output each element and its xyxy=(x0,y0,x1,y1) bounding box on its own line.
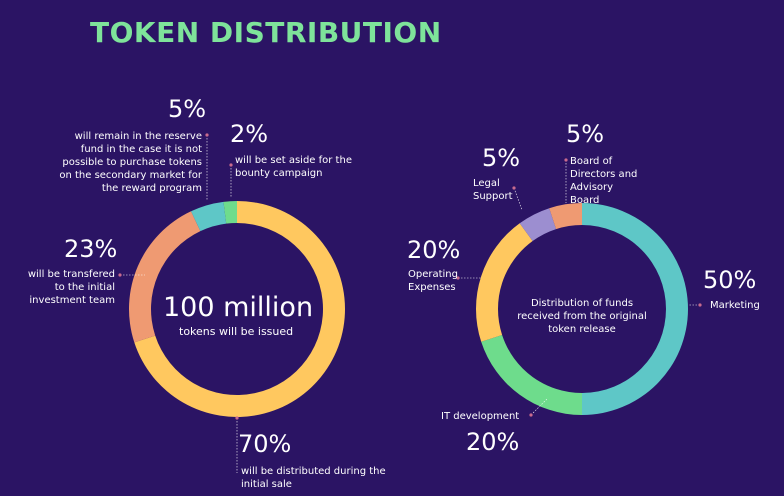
label-2-text: will be set aside for the bounty campaig… xyxy=(235,155,352,179)
connector-dot-4 xyxy=(698,303,702,307)
connector-line-5 xyxy=(530,397,549,416)
donut-slice-1 xyxy=(481,334,582,415)
donut-slice-4 xyxy=(549,203,582,230)
connector-dot-5 xyxy=(529,413,533,417)
connector-dot-6 xyxy=(456,276,460,280)
connector-dot-1 xyxy=(118,273,122,277)
right-center-text: Distribution of funds received from the … xyxy=(517,298,647,335)
connector-lines xyxy=(118,133,702,473)
donut-slice-3 xyxy=(223,201,237,224)
label-23-pct: 23% xyxy=(64,235,118,263)
connector-dot-8 xyxy=(564,158,568,162)
label-legal-text: Legal Support xyxy=(473,178,513,202)
label-70-pct: 70% xyxy=(238,430,292,458)
label-legal-pct: 5% xyxy=(482,144,521,172)
label-5-pct: 5% xyxy=(168,95,207,123)
connector-dot-7 xyxy=(512,186,516,190)
label-70-text: will be distributed during the initial s… xyxy=(241,466,386,490)
donut-slice-2 xyxy=(476,223,533,342)
label-marketing-pct: 50% xyxy=(703,266,757,294)
label-marketing-text: Marketing xyxy=(710,300,760,311)
left-center-value: 100 million xyxy=(163,292,314,323)
page-title: TOKEN DISTRIBUTION xyxy=(90,16,442,49)
connector-dot-0 xyxy=(235,416,239,420)
label-operating-text: Operating Expenses xyxy=(408,269,458,293)
donut-slice-3 xyxy=(519,208,557,242)
label-operating-pct: 20% xyxy=(407,236,461,264)
label-2-pct: 2% xyxy=(230,120,269,148)
token-donut-chart xyxy=(129,201,345,418)
donut-slice-2 xyxy=(191,201,227,232)
donut-slice-0 xyxy=(582,203,688,415)
connector-dot-3 xyxy=(229,163,233,167)
label-it-pct: 20% xyxy=(466,428,520,456)
label-23-text: will be transfered to the initial invest… xyxy=(27,269,115,306)
connector-line-7 xyxy=(513,187,523,211)
donut-slice-1 xyxy=(129,211,201,343)
label-5-text: will remain in the reserve fund in the c… xyxy=(59,131,202,194)
label-it-text: IT development xyxy=(441,411,520,422)
label-board-pct: 5% xyxy=(566,120,605,148)
label-board-text: Board of Directors and Advisory Board xyxy=(570,156,638,206)
left-center-caption: tokens will be issued xyxy=(179,325,294,338)
funds-donut-chart xyxy=(476,203,688,415)
connector-dot-2 xyxy=(205,133,209,137)
